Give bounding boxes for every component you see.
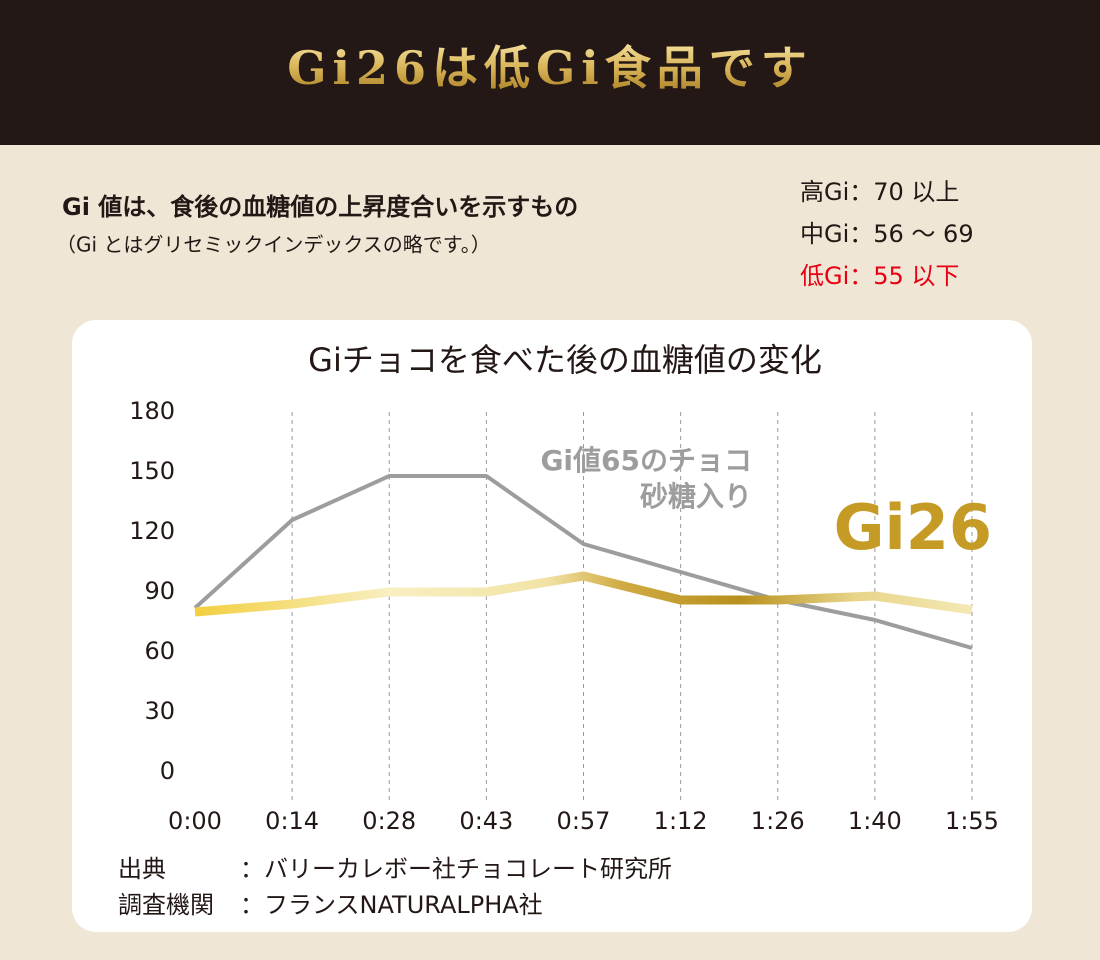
series-label: 砂糖入り — [640, 480, 752, 513]
y-tick-label: 30 — [144, 697, 175, 725]
x-tick-label: 1:26 — [751, 807, 805, 835]
intro-heading: Gi 値は、食後の血糖値の上昇度合いを示すもの — [62, 193, 578, 221]
header-bar — [0, 0, 1100, 145]
source-text: ：フランスNATURALPHA社 — [240, 891, 543, 919]
source-label: 出典 — [118, 855, 166, 883]
chart-title: Giチョコを食べた後の血糖値の変化 — [308, 341, 822, 379]
gi-scale-item: 高Gi：70 以上 — [800, 178, 959, 206]
x-tick-label: 0:28 — [362, 807, 416, 835]
gi-scale-item: 低Gi：55 以下 — [800, 262, 959, 290]
x-tick-label: 0:00 — [168, 807, 222, 835]
series-line — [193, 474, 973, 650]
header-title: Gi26は低Gi食品です — [287, 41, 813, 95]
y-tick-label: 60 — [144, 637, 175, 665]
y-tick-label: 150 — [129, 457, 175, 485]
y-tick-label: 180 — [129, 397, 175, 425]
series-label: Gi26 — [834, 491, 992, 564]
y-tick-label: 120 — [129, 517, 175, 545]
x-tick-label: 0:57 — [557, 807, 611, 835]
series-label: Gi値65のチョコ — [540, 444, 752, 477]
x-tick-label: 1:55 — [945, 807, 999, 835]
series-line — [194, 571, 973, 617]
x-tick-label: 0:14 — [265, 807, 319, 835]
x-tick-label: 1:12 — [654, 807, 708, 835]
gi-scale-item: 中Gi：56 〜 69 — [800, 220, 974, 248]
chart-card — [72, 320, 1032, 932]
source-text: ：バリーカレボー社チョコレート研究所 — [240, 855, 672, 883]
x-tick-label: 1:40 — [848, 807, 902, 835]
y-tick-label: 90 — [144, 577, 175, 605]
source-label: 調査機関 — [118, 891, 214, 919]
y-tick-label: 0 — [160, 757, 175, 785]
intro-note: （Gi とはグリセミックインデックスの略です。） — [56, 233, 491, 257]
x-tick-label: 0:43 — [459, 807, 513, 835]
